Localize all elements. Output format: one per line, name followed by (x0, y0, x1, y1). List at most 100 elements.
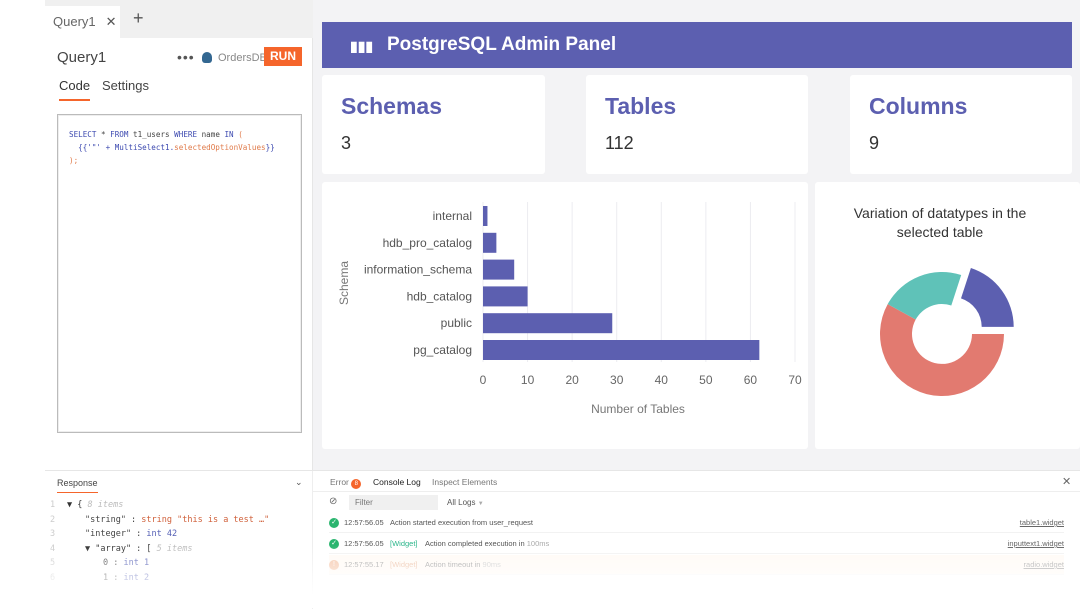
add-query-icon[interactable]: + (133, 8, 144, 28)
x-tick-label: 40 (655, 373, 669, 387)
y-tick-label: hdb_pro_catalog (383, 236, 472, 250)
donut-slice[interactable] (880, 304, 1004, 397)
fade-overlay (0, 545, 1080, 608)
code-token: selectedOptionValues (174, 143, 266, 152)
filter-input[interactable] (349, 495, 438, 510)
code-token: t1_users (128, 130, 175, 139)
line-number: 3 (50, 529, 56, 539)
json-toggle: ▼ { (67, 500, 88, 510)
stat-value: 112 (605, 133, 634, 153)
bar[interactable] (483, 286, 528, 307)
more-options-icon[interactable]: ••• (177, 49, 195, 65)
x-tick-label: 50 (699, 373, 713, 387)
stat-label: Columns (869, 93, 968, 119)
stat-value: 3 (341, 133, 352, 153)
code-token: ); (69, 156, 79, 165)
query-tab-bar: Query1 ✕ + (45, 0, 313, 38)
log-level-value: All Logs (447, 498, 476, 507)
stat-card-tables: Tables 112 (586, 75, 808, 174)
tab-settings[interactable]: Settings (102, 78, 149, 93)
log-time: 12:57:56.05 (344, 518, 384, 527)
json-key: "string" : (85, 514, 142, 525)
line-number: 1 (50, 500, 56, 510)
log-entry[interactable]: ✓ 12:57:56.05 Action started execution f… (329, 513, 1064, 533)
json-value: 42 (166, 529, 178, 539)
code-token: SELECT (69, 130, 97, 139)
y-tick-label: pg_catalog (413, 343, 472, 357)
success-check-icon: ✓ (329, 539, 339, 549)
json-line: "integer" : int 42 (85, 527, 177, 542)
code-token: MultiSelect1. (114, 143, 175, 152)
tab-console-log[interactable]: Console Log (373, 477, 421, 492)
log-text: Action completed execution in (425, 539, 525, 548)
datasource-name[interactable]: OrdersDB (218, 52, 267, 64)
donut-chart (880, 268, 1014, 397)
query-title[interactable]: Query1 (57, 49, 107, 66)
tab-inspect-elements[interactable]: Inspect Elements (432, 477, 498, 487)
error-count-badge: 8 (351, 479, 362, 489)
bar[interactable] (483, 232, 497, 253)
json-key: "integer" : (85, 529, 147, 539)
json-type: string (141, 514, 173, 525)
dashboard-header: ▮▮▮ PostgreSQL Admin Panel (322, 22, 1072, 68)
chevron-down-icon[interactable]: ⌄ (295, 477, 303, 487)
dashboard-title: PostgreSQL Admin Panel (387, 34, 617, 55)
code-token: IN (224, 130, 234, 139)
tab-error-label: Error (330, 477, 349, 487)
run-button[interactable]: RUN (264, 47, 302, 66)
y-tick-label: hdb_catalog (407, 289, 472, 303)
log-message: Action completed execution in 100ms (425, 539, 549, 548)
bar[interactable] (483, 259, 515, 280)
code-token: WHERE (174, 130, 198, 139)
log-source-link[interactable]: inputtext1.widget (1007, 539, 1064, 548)
sql-code-editor[interactable]: SELECT * FROM t1_users WHERE name IN ( {… (57, 114, 302, 433)
clear-log-icon[interactable]: ⊘ (329, 496, 338, 507)
close-icon[interactable]: ✕ (1062, 476, 1072, 488)
json-meta: 8 items (87, 500, 124, 510)
log-text: Action started execution from user_reque… (390, 518, 533, 527)
x-tick-label: 30 (610, 373, 624, 387)
donut-slice[interactable] (961, 268, 1014, 327)
log-message: Action started execution from user_reque… (390, 518, 533, 527)
code-token: {{'"' + (69, 143, 115, 152)
json-line: "string" : string "this is a test …" (85, 513, 269, 528)
tab-error[interactable]: Error 8 (330, 477, 362, 489)
code-token: name (197, 130, 225, 139)
y-tick-label: information_schema (364, 263, 472, 277)
caret-down-icon: ▼ (477, 501, 484, 507)
json-value: "this is a test …" (177, 514, 270, 525)
stat-card-schemas: Schemas 3 (322, 75, 545, 174)
close-icon[interactable]: ✕ (105, 14, 117, 29)
code-token: }} (265, 143, 275, 152)
query-tab[interactable]: Query1 ✕ (45, 6, 120, 38)
donut-chart-card: Variation of datatypes in the selected t… (815, 182, 1080, 449)
donut-slice[interactable] (887, 271, 962, 320)
dashboard-canvas: ▮▮▮ PostgreSQL Admin Panel Schemas 3 Tab… (313, 0, 1080, 470)
json-line[interactable]: ▼ { 8 items (67, 498, 123, 513)
code-token: ( (233, 130, 243, 139)
response-tab[interactable]: Response (57, 478, 98, 493)
stat-card-columns: Columns 9 (850, 75, 1072, 174)
bar-chart-icon: ▮▮▮ (350, 38, 374, 54)
query-tab-label: Query1 (53, 14, 96, 29)
log-duration: 100ms (526, 539, 550, 548)
postgres-icon (202, 52, 212, 63)
log-time: 12:57:56.05 (344, 539, 384, 548)
bar[interactable] (483, 340, 760, 360)
line-number: 2 (50, 514, 56, 525)
x-axis-label: Number of Tables (591, 402, 685, 416)
bar[interactable] (483, 313, 613, 334)
query-editor-panel: Query1 ✕ + Query1 ••• OrdersDB RUN Code S… (45, 0, 313, 470)
code-token: FROM (110, 130, 129, 139)
x-tick-label: 20 (565, 373, 579, 387)
y-tick-label: internal (433, 209, 472, 223)
log-level-select[interactable]: All Logs ▼ (447, 498, 484, 507)
log-source-link[interactable]: table1.widget (1019, 518, 1064, 527)
x-tick-label: 60 (744, 373, 758, 387)
bar[interactable] (483, 206, 488, 226)
code-token: * (96, 130, 111, 139)
stat-value: 9 (869, 133, 880, 153)
tab-code[interactable]: Code (59, 78, 91, 101)
donut-title: Variation of datatypes in the selected t… (853, 205, 1027, 240)
bar-chart: 0 10 20 30 40 50 60 70 internal hdb_pro_catalogin… (337, 202, 802, 416)
